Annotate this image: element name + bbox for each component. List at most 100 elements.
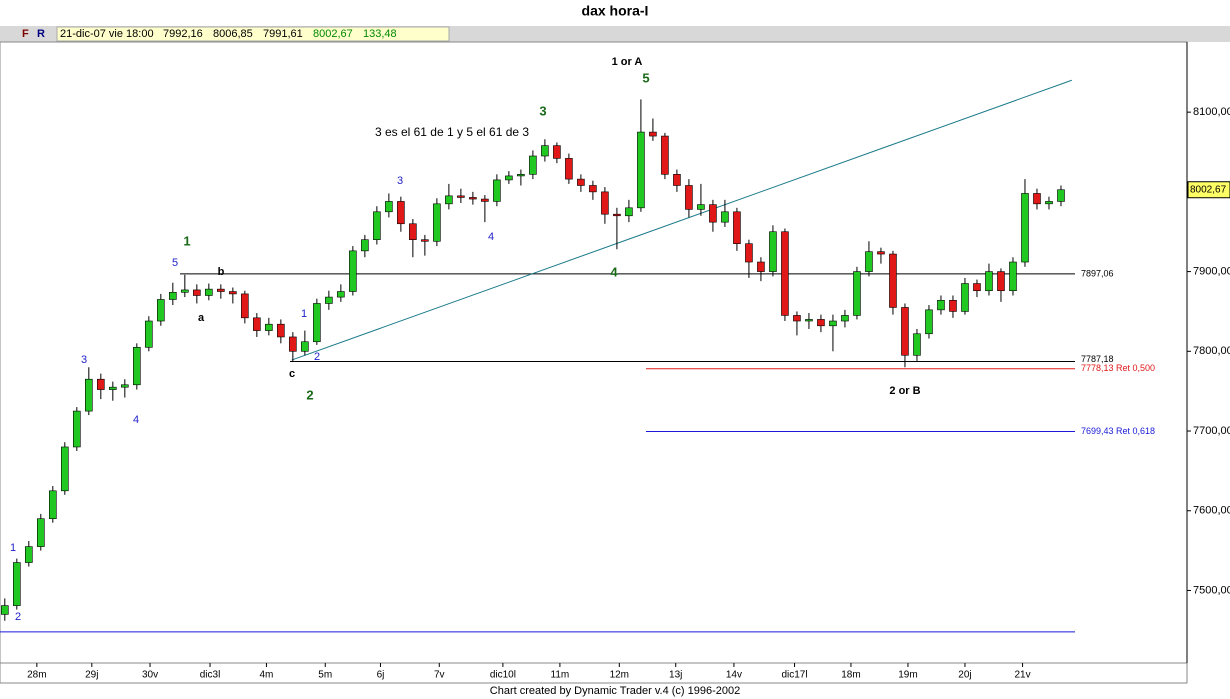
candle-body <box>781 231 789 316</box>
candle-body <box>337 291 345 298</box>
annotation: b <box>218 266 225 278</box>
candle-body <box>745 243 753 263</box>
header-item: 7992,16 <box>163 28 203 40</box>
candle-body <box>277 323 285 338</box>
x-tick-label: dic3l <box>200 670 221 681</box>
x-tick-label: 13j <box>669 670 682 681</box>
candle-body <box>865 251 873 272</box>
x-tick-label: 12m <box>610 670 629 681</box>
level-label: 7897,06 <box>1081 268 1114 278</box>
header-item: 21-dic-07 vie 18:00 <box>60 28 154 40</box>
annotation: 4 <box>133 414 139 426</box>
candle-body <box>373 211 381 240</box>
annotation: 5 <box>642 70 649 85</box>
header-item: 7991,61 <box>263 28 303 40</box>
y-tick-label: 7500,00 <box>1193 584 1230 596</box>
candle-body <box>565 158 573 180</box>
candle-body <box>1057 189 1065 202</box>
candle-body <box>25 546 33 563</box>
candle-body <box>493 179 501 202</box>
candle-body <box>529 155 537 175</box>
candle-body <box>349 250 357 292</box>
plot-area <box>0 41 1188 664</box>
candle-body <box>49 490 57 520</box>
x-tick-label: 19m <box>898 670 917 681</box>
candle-body <box>1033 193 1041 205</box>
candle-body <box>961 283 969 312</box>
candle-body <box>421 239 429 242</box>
candle-body <box>445 195 453 205</box>
annotation: 3 <box>539 103 546 118</box>
candle-body <box>925 309 933 335</box>
candle-body <box>949 299 957 312</box>
candle-body <box>61 446 69 492</box>
x-tick-label: 5m <box>318 670 332 681</box>
candle-body <box>253 317 261 331</box>
y-tick-label: 7900,00 <box>1193 265 1230 277</box>
annotation: 1 <box>10 542 16 554</box>
x-tick-label: dic17l <box>781 670 807 681</box>
candle-body <box>733 211 741 244</box>
candle-body <box>721 211 729 223</box>
candle-body <box>661 135 669 175</box>
candle-body <box>301 341 309 352</box>
x-tick-label: 6j <box>377 670 385 681</box>
annotation: a <box>198 312 205 324</box>
candle-body <box>289 336 297 352</box>
x-tick-label: 29j <box>85 670 98 681</box>
candle-body <box>649 131 657 137</box>
x-tick-label: dic10l <box>490 670 516 681</box>
candle-body <box>433 203 441 242</box>
chart-title: dax hora-I <box>582 3 649 19</box>
annotation: 1 <box>301 308 307 320</box>
candle-body <box>205 288 213 296</box>
candle-body <box>913 333 921 356</box>
x-tick-label: 18m <box>841 670 860 681</box>
candle-body <box>217 288 225 292</box>
header-item: F <box>22 28 29 40</box>
header-item: 133,48 <box>363 28 397 40</box>
y-tick-label: 8100,00 <box>1193 106 1230 118</box>
annotation: 2 <box>314 351 320 363</box>
candle-body <box>517 174 525 177</box>
level-label: 7699,43 Ret 0,618 <box>1081 426 1155 436</box>
x-tick-label: 14v <box>726 670 742 681</box>
candle-body <box>121 384 129 388</box>
level-label: 7778,13 Ret 0,500 <box>1081 363 1155 373</box>
x-tick-label: 28m <box>27 670 46 681</box>
annotation: 3 <box>397 175 403 187</box>
candle-body <box>1045 201 1053 205</box>
candle-body <box>265 323 273 331</box>
x-tick-label: 21v <box>1015 670 1031 681</box>
candle-body <box>829 320 837 327</box>
candle-body <box>241 293 249 319</box>
candle-body <box>145 320 153 348</box>
x-tick-label: 11m <box>551 670 570 681</box>
candle-body <box>85 378 93 412</box>
candle-body <box>805 319 813 322</box>
candle-body <box>601 191 609 215</box>
candle-body <box>997 271 1005 292</box>
candle-body <box>505 175 513 181</box>
header-item: R <box>37 28 45 40</box>
candle-body <box>397 201 405 225</box>
candle-body <box>469 197 477 200</box>
candle-body <box>181 289 189 293</box>
candle-body <box>97 378 105 390</box>
candle-body <box>637 131 645 209</box>
candle-body <box>985 271 993 292</box>
x-tick-label: 7v <box>434 670 445 681</box>
candle-body <box>157 299 165 322</box>
candle-body <box>457 195 465 198</box>
candle-body <box>169 292 177 300</box>
candle-body <box>481 198 489 202</box>
candle-body <box>541 145 549 157</box>
candle-body <box>325 296 333 304</box>
candle-body <box>841 315 849 322</box>
x-tick-label: 4m <box>259 670 273 681</box>
candle-body <box>409 223 417 240</box>
candle-body <box>757 261 765 272</box>
candle-body <box>1009 261 1017 292</box>
y-tick-label: 7600,00 <box>1193 505 1230 517</box>
